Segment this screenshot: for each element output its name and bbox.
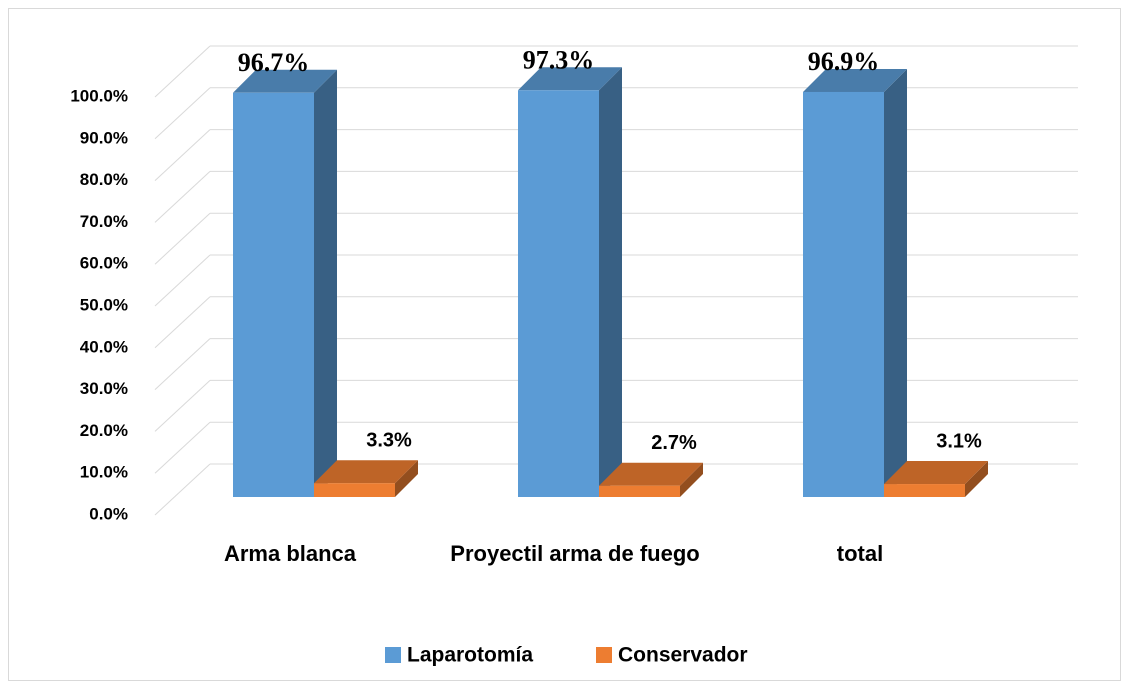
bar xyxy=(599,485,680,497)
bar-top xyxy=(599,462,703,486)
bar-top xyxy=(884,461,988,485)
legend-label: Conservador xyxy=(618,644,748,667)
y-tick-label: 90.0% xyxy=(80,128,128,147)
y-tick-label: 50.0% xyxy=(80,295,128,314)
data-label: 97.3% xyxy=(523,45,595,74)
bar-side xyxy=(965,461,988,497)
bar-side xyxy=(599,67,622,497)
legend-label: Laparotomía xyxy=(407,644,533,667)
y-tick-label: 20.0% xyxy=(80,421,128,440)
bar xyxy=(884,484,965,497)
y-tick-label: 60.0% xyxy=(80,254,128,273)
grid-line-side xyxy=(154,338,211,390)
y-tick-label: 100.0% xyxy=(70,86,128,105)
grid-line-side xyxy=(154,87,211,140)
bar-top xyxy=(233,69,337,93)
bar-side xyxy=(314,69,337,497)
bar xyxy=(233,92,314,497)
grid-line-side xyxy=(154,296,211,349)
legend-swatch xyxy=(596,647,612,663)
x-tick-label: total xyxy=(836,541,884,566)
bar-top xyxy=(803,68,907,92)
grid-line-side xyxy=(154,254,211,307)
x-tick-label: Proyectil arma de fuego xyxy=(450,541,700,566)
bar-side xyxy=(884,68,907,497)
y-tick-label: 80.0% xyxy=(80,170,128,189)
y-tick-label: 10.0% xyxy=(80,463,128,482)
grid-line-side xyxy=(154,380,211,432)
data-label: 3.1% xyxy=(936,430,982,452)
bar-side xyxy=(680,462,703,497)
grid-line-side xyxy=(154,212,211,265)
legend-swatch xyxy=(385,647,401,663)
grid-line-side xyxy=(154,171,211,223)
y-tick-label: 30.0% xyxy=(80,379,128,398)
bar-top xyxy=(518,67,622,91)
bar-side xyxy=(395,460,418,497)
grid-line-side xyxy=(154,45,211,98)
grid-line-side xyxy=(154,463,211,516)
grid-line-side xyxy=(154,421,211,474)
data-label: 96.7% xyxy=(238,48,310,77)
bar-top xyxy=(314,460,418,484)
data-label: 2.7% xyxy=(651,432,697,454)
bar xyxy=(314,483,395,497)
bar xyxy=(803,91,884,497)
grid-line-side xyxy=(154,129,211,181)
data-label: 3.3% xyxy=(366,429,412,451)
data-label: 96.9% xyxy=(808,47,880,76)
y-tick-label: 0.0% xyxy=(89,504,128,523)
bar xyxy=(518,90,599,497)
y-tick-label: 70.0% xyxy=(80,212,128,231)
x-tick-label: Arma blanca xyxy=(223,541,357,566)
y-tick-label: 40.0% xyxy=(80,337,128,356)
